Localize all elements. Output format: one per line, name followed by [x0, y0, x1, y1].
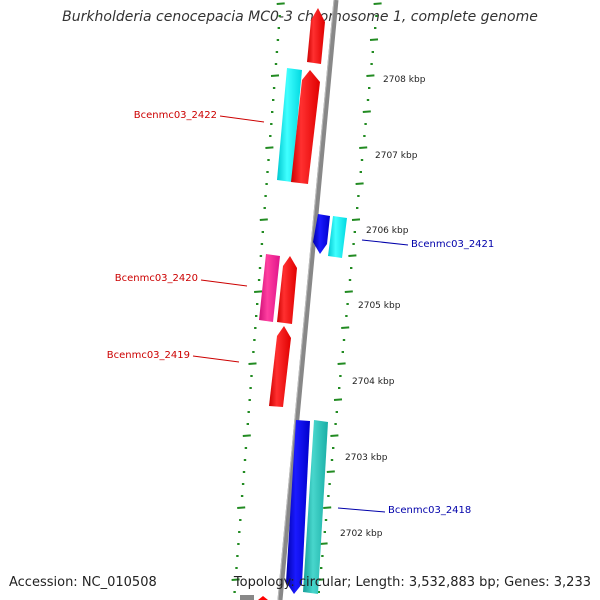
- major-tick: [323, 506, 332, 509]
- major-tick: [242, 434, 251, 437]
- major-tick: [259, 218, 268, 221]
- major-tick: [276, 2, 285, 5]
- gene-label-2421[interactable]: Bcenmc03_2421: [411, 239, 494, 250]
- gene-2420-pink[interactable]: [259, 254, 280, 322]
- genome-summary: Topology: circular; Length: 3,532,883 bp…: [233, 575, 591, 590]
- major-tick: [254, 290, 263, 293]
- gene-2422-cyan[interactable]: [277, 68, 302, 182]
- major-tick: [248, 362, 257, 365]
- scale-label: 2702 kbp: [340, 529, 383, 539]
- major-tick: [319, 542, 328, 545]
- map-title: Burkholderia cenocepacia MC0-3 chromosom…: [62, 9, 538, 25]
- outer-tick-track: [315, 2, 382, 593]
- gene-label-2418[interactable]: Bcenmc03_2418: [388, 505, 471, 516]
- major-tick: [348, 254, 357, 257]
- scale-label: 2707 kbp: [375, 151, 418, 161]
- major-tick: [333, 398, 343, 401]
- bottom-backbone-cap: [240, 595, 254, 600]
- leader-line-2422: [219, 115, 265, 123]
- chromosome-backbone-highlight: [277, 0, 335, 600]
- scale-label: 2704 kbp: [352, 377, 395, 387]
- chromosome-backbone: [277, 0, 339, 600]
- leader-line-2418: [337, 507, 386, 513]
- gene-label-2419[interactable]: Bcenmc03_2419: [107, 350, 190, 361]
- major-tick: [231, 578, 240, 581]
- inner-tick-track: [231, 2, 285, 593]
- cds-top-forward[interactable]: [307, 8, 325, 64]
- major-tick: [359, 146, 368, 149]
- major-tick: [237, 506, 246, 509]
- major-tick: [265, 146, 274, 149]
- feature-layer: [240, 8, 347, 600]
- major-tick: [326, 470, 335, 473]
- major-tick: [337, 362, 346, 365]
- major-tick: [341, 326, 350, 329]
- cds-2419-forward[interactable]: [269, 326, 291, 407]
- major-tick: [373, 2, 382, 5]
- major-tick: [270, 74, 280, 77]
- major-tick: [330, 434, 339, 437]
- gene-label-2420[interactable]: Bcenmc03_2420: [115, 273, 198, 284]
- scale-labels: 2708 kbp 2707 kbp 2706 kbp 2705 kbp 2704…: [340, 75, 426, 539]
- leader-line-2420: [200, 279, 248, 287]
- cds-2418-reverse[interactable]: [286, 420, 310, 594]
- leader-line-2421: [361, 239, 409, 246]
- major-tick: [344, 290, 353, 293]
- gene-label-2422[interactable]: Bcenmc03_2422: [134, 110, 217, 121]
- cds-2421-reverse[interactable]: [313, 214, 330, 254]
- major-tick: [351, 218, 361, 221]
- scale-label: 2706 kbp: [366, 226, 409, 236]
- major-tick: [362, 110, 371, 113]
- major-tick: [366, 74, 375, 77]
- cds-2420-forward[interactable]: [277, 256, 297, 324]
- gene-labels: Bcenmc03_2422 Bcenmc03_2421 Bcenmc03_242…: [107, 110, 495, 516]
- major-tick: [355, 182, 364, 185]
- gene-2421-cyan[interactable]: [328, 216, 347, 258]
- scale-label: 2708 kbp: [383, 75, 426, 85]
- scale-label: 2705 kbp: [358, 301, 401, 311]
- accession-label: Accession: NC_010508: [9, 575, 157, 590]
- gene-2418-teal[interactable]: [303, 420, 328, 594]
- cds-2422-forward[interactable]: [291, 70, 320, 184]
- major-tick: [369, 38, 379, 41]
- scale-label: 2703 kbp: [345, 453, 388, 463]
- leader-line-2419: [192, 355, 240, 363]
- cds-bottom-forward[interactable]: [258, 596, 268, 600]
